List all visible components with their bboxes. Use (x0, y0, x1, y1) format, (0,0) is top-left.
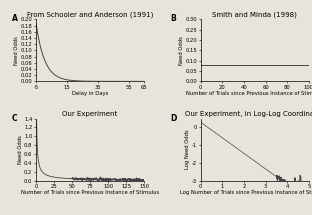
Title: Our Experiment, in Log-Log Coordinates: Our Experiment, in Log-Log Coordinates (185, 111, 312, 117)
Text: B: B (170, 14, 176, 23)
Title: Our Experiment: Our Experiment (62, 111, 118, 117)
Y-axis label: Need Odds: Need Odds (179, 36, 184, 65)
Title: From Schooler and Anderson (1991): From Schooler and Anderson (1991) (27, 12, 153, 18)
Y-axis label: Log Need Odds: Log Need Odds (185, 130, 190, 169)
X-axis label: Number of Trials since Previous Instance of Stimulus: Number of Trials since Previous Instance… (21, 190, 159, 195)
Title: Smith and Minda (1998): Smith and Minda (1998) (212, 12, 297, 18)
Y-axis label: Need Odds: Need Odds (14, 36, 19, 65)
X-axis label: Delay in Days: Delay in Days (72, 91, 108, 96)
X-axis label: Log Number of Trials since Previous Instance of Stimulus: Log Number of Trials since Previous Inst… (180, 190, 312, 195)
Text: A: A (12, 14, 18, 23)
X-axis label: Number of Trials since Previous Instance of Stimulus: Number of Trials since Previous Instance… (186, 91, 312, 96)
Text: C: C (12, 114, 18, 123)
Y-axis label: Need Odds: Need Odds (18, 135, 23, 164)
Text: D: D (170, 114, 177, 123)
